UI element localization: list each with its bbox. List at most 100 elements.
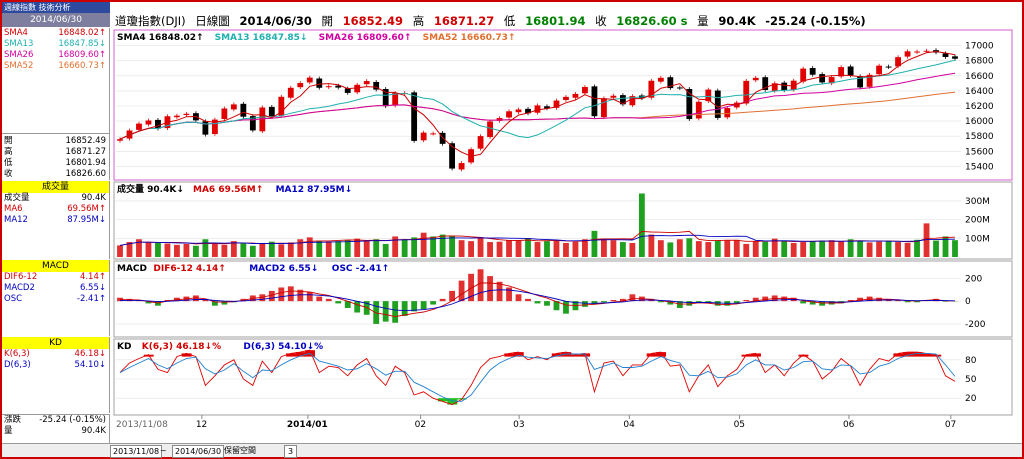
macd-osc-bar bbox=[809, 301, 816, 305]
candle-body bbox=[278, 96, 285, 116]
candle-body bbox=[458, 163, 465, 170]
candle-body bbox=[268, 106, 275, 117]
candle-body bbox=[705, 89, 712, 102]
kd-overbought-fill bbox=[902, 352, 913, 357]
volume-label: 量 bbox=[697, 14, 709, 28]
candle-body bbox=[762, 77, 769, 90]
candle-body bbox=[904, 51, 911, 57]
volume-bar bbox=[420, 232, 427, 257]
macd-osc-bar bbox=[278, 287, 285, 302]
volume-bar bbox=[515, 240, 522, 257]
macd-osc-bar bbox=[487, 276, 493, 302]
price-tick-label: 16400 bbox=[965, 87, 994, 97]
macd-osc-bar bbox=[914, 301, 920, 303]
keep-space-button[interactable]: 保留空間 bbox=[224, 444, 256, 458]
candle-body bbox=[344, 88, 351, 93]
volume-bar bbox=[240, 243, 247, 257]
volume-bar bbox=[373, 239, 380, 257]
ohlc-row: 低 16801.94 bbox=[2, 158, 109, 169]
date-box: 2014/06/30 bbox=[2, 13, 110, 27]
macd-dif-line bbox=[119, 282, 956, 318]
volume-bar bbox=[316, 240, 323, 257]
volume-bar bbox=[686, 238, 693, 257]
macd-title: MACD bbox=[2, 260, 109, 272]
macd-osc-bar bbox=[202, 298, 209, 302]
ohlc-label: 高 bbox=[4, 147, 13, 157]
sma-value: 16660.73↑ bbox=[58, 61, 106, 71]
volume-bar bbox=[800, 242, 807, 257]
macd-osc-bar bbox=[686, 301, 693, 306]
open-value: 16852.49 bbox=[342, 14, 404, 28]
ohlc-value: 16826.60 bbox=[65, 169, 106, 179]
volume-bar bbox=[724, 240, 731, 257]
chg-value: 90.4K bbox=[81, 426, 107, 436]
macd-osc-bar bbox=[268, 290, 275, 302]
volume-bar bbox=[563, 242, 569, 257]
vol-label: MA6 bbox=[4, 204, 23, 214]
candle-body bbox=[515, 109, 522, 113]
sma-row: SMA26 16809.60↑ bbox=[2, 50, 109, 61]
volume-bar bbox=[705, 242, 712, 257]
kd-legend: D(6,3) 54.10↓% bbox=[243, 342, 323, 352]
kd-overbought-fill bbox=[513, 352, 524, 357]
macd-osc-bar bbox=[344, 301, 351, 308]
volume-bar bbox=[781, 241, 788, 257]
chg-value: -25.24 (-0.15%) bbox=[39, 415, 106, 425]
sma-row: SMA13 16847.85↓ bbox=[2, 39, 109, 50]
x-tick-label: 12 bbox=[196, 420, 207, 430]
ohlc-value: 16852.49 bbox=[65, 136, 106, 146]
from-date-field[interactable]: 2013/11/08 bbox=[110, 445, 163, 458]
price-legend: SMA13 16847.85↓ bbox=[215, 33, 308, 43]
volume-bar bbox=[477, 237, 484, 257]
macd-osc-bar bbox=[515, 294, 522, 302]
side-volume-list: 成交量 90.4K MA6 69.56M↑ MA12 87.95M↓ bbox=[2, 193, 109, 226]
macd-osc-bar bbox=[382, 301, 389, 322]
volume-bar bbox=[553, 240, 560, 257]
candle-body bbox=[847, 66, 854, 76]
macd-row: DIF6-12 4.14↑ bbox=[2, 272, 109, 283]
kd-oversold-fill bbox=[437, 398, 448, 402]
side-change-panel: 漲跌 -25.24 (-0.15%) 量 90.4K bbox=[2, 414, 110, 443]
keep-space-number[interactable]: 3 bbox=[284, 445, 298, 458]
macd-osc-bar bbox=[619, 298, 626, 302]
candle-body bbox=[895, 57, 901, 67]
macd-osc-bar bbox=[439, 298, 446, 302]
price-tick-label: 15600 bbox=[965, 147, 994, 157]
macd-osc-bar bbox=[411, 301, 418, 312]
kd-tick-label: 50 bbox=[965, 375, 977, 385]
volume-bar bbox=[904, 242, 911, 257]
sma13-line bbox=[119, 59, 956, 140]
volume-bar bbox=[847, 239, 854, 257]
ohlc-row: 高 16871.27 bbox=[2, 147, 109, 158]
candle-body bbox=[629, 96, 636, 106]
volume-bar bbox=[762, 241, 769, 257]
volume-bar bbox=[306, 237, 313, 257]
macd-signal-line bbox=[119, 289, 956, 312]
price-tick-label: 17000 bbox=[965, 42, 994, 52]
vol-value: 90.4K bbox=[81, 193, 107, 203]
volume-tick-label: 100M bbox=[965, 234, 990, 244]
x-tick-label: 2014/01 bbox=[287, 420, 328, 430]
chart-canvas[interactable]: 15400 15600 15800 16000 16200 16400 16600 16800… bbox=[112, 28, 1022, 443]
keep-space-label: 保留空間 bbox=[224, 446, 256, 455]
tabs-bar[interactable]: 週線指數 技術分析 bbox=[2, 2, 110, 13]
symbol-name: 道瓊指數(DJI) bbox=[115, 14, 186, 28]
volume-bar bbox=[828, 240, 835, 257]
to-date-field[interactable]: 2014/06/30 bbox=[172, 445, 225, 458]
candle-body bbox=[117, 139, 123, 141]
open-label: 開 bbox=[321, 14, 334, 28]
volume-bar bbox=[790, 242, 797, 257]
sma-value: 16809.60↑ bbox=[58, 50, 106, 60]
candle-body bbox=[952, 56, 958, 59]
volume-bar bbox=[221, 244, 228, 257]
candle-body bbox=[857, 76, 864, 88]
ohlc-row: 開 16852.49 bbox=[2, 136, 109, 147]
macd-osc-bar bbox=[800, 301, 807, 304]
macd-osc-bar bbox=[354, 301, 361, 313]
candle-body bbox=[582, 86, 588, 94]
volume-ma12-line bbox=[119, 234, 956, 246]
close-label: 收 bbox=[595, 14, 607, 28]
quote-header: 道瓊指數(DJI) 日線圖 2014/06/30 開 16852.49 高 16… bbox=[115, 13, 872, 29]
macd-osc-bar bbox=[667, 301, 674, 305]
